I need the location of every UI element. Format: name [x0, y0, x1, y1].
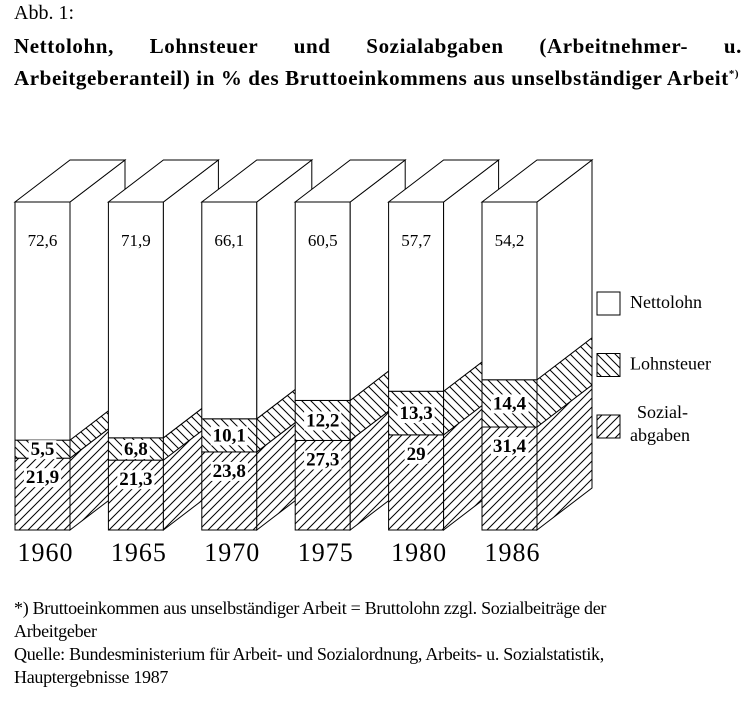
value-label: 66,1: [214, 231, 244, 250]
x-tick-label: 1960: [18, 538, 74, 567]
value-label: 27,3: [306, 449, 339, 470]
label-bg: [304, 411, 342, 431]
chart-title-box: Nettolohn, Lohnsteuer und Sozialabgaben …: [14, 32, 742, 92]
bar-top: [13, 159, 127, 203]
label-bg: [122, 439, 150, 459]
label-bg: [397, 404, 435, 424]
legend-label: Lohnsteuer: [630, 354, 711, 374]
label-bg: [304, 450, 342, 470]
chart-title: Nettolohn, Lohnsteuer und Sozialabgaben …: [14, 34, 742, 90]
label-bg: [28, 440, 57, 460]
value-label: 14,4: [493, 393, 527, 414]
value-label: 12,2: [306, 410, 339, 431]
value-label: 71,9: [121, 231, 151, 250]
x-tick-label: 1986: [485, 538, 541, 567]
bar-segment: [294, 201, 351, 401]
label-bg: [117, 470, 155, 490]
x-tick-label: 1980: [391, 538, 447, 567]
value-label: 31,4: [493, 436, 527, 457]
figure-label: Abb. 1:: [14, 2, 74, 24]
label-bg: [23, 468, 62, 488]
value-label: 57,7: [401, 231, 431, 250]
value-label: 6,8: [124, 439, 148, 460]
label-bg: [210, 426, 248, 446]
source: Quelle: Bundesministerium für Arbeit- un…: [14, 644, 604, 687]
legend-label: Sozial-abgaben: [630, 402, 690, 445]
value-label: 54,2: [495, 231, 525, 250]
value-label: 10,1: [213, 425, 246, 446]
x-tick-label: 1965: [111, 538, 167, 567]
bar-top: [106, 159, 220, 203]
value-label: 72,6: [28, 231, 58, 250]
bar-top: [293, 159, 407, 203]
legend-label-line: Sozial-: [637, 402, 688, 422]
title-note: *): [728, 68, 740, 80]
bar-segment: [481, 201, 538, 381]
bar-top: [387, 159, 501, 203]
label-bg: [490, 394, 529, 414]
value-label: 60,5: [308, 231, 338, 250]
chart: 21,9 5,5 72,6 1960 21,3 6,8 71,9 1965 23,8 10,1 66…: [13, 158, 711, 567]
footer: *) Bruttoeinkommen aus unselbständiger A…: [14, 597, 614, 689]
bar-top: [200, 159, 314, 203]
legend-swatch: [596, 353, 621, 377]
value-label: 5,5: [31, 439, 55, 460]
legend-label-line: abgaben: [630, 425, 690, 445]
value-label: 21,9: [26, 467, 59, 488]
bar-segment: [388, 201, 445, 392]
label-bg: [404, 444, 428, 464]
bar-top: [480, 159, 594, 203]
label-bg: [210, 461, 248, 481]
bar-segment: [107, 201, 164, 439]
value-label: 21,3: [119, 469, 152, 490]
legend-label: Nettolohn: [630, 292, 702, 312]
value-label: 29: [407, 444, 426, 465]
bar-group: 31,4 14,4 54,2 1986: [480, 158, 594, 567]
footnote: *) Bruttoeinkommen aus unselbständiger A…: [14, 598, 607, 641]
legend-swatch: [596, 291, 621, 316]
x-tick-label: 1970: [204, 538, 260, 567]
label-bg: [490, 437, 529, 457]
value-label: 13,3: [399, 403, 432, 424]
value-label: 23,8: [213, 461, 246, 482]
legend-swatch: [596, 414, 621, 439]
x-tick-label: 1975: [298, 538, 354, 567]
